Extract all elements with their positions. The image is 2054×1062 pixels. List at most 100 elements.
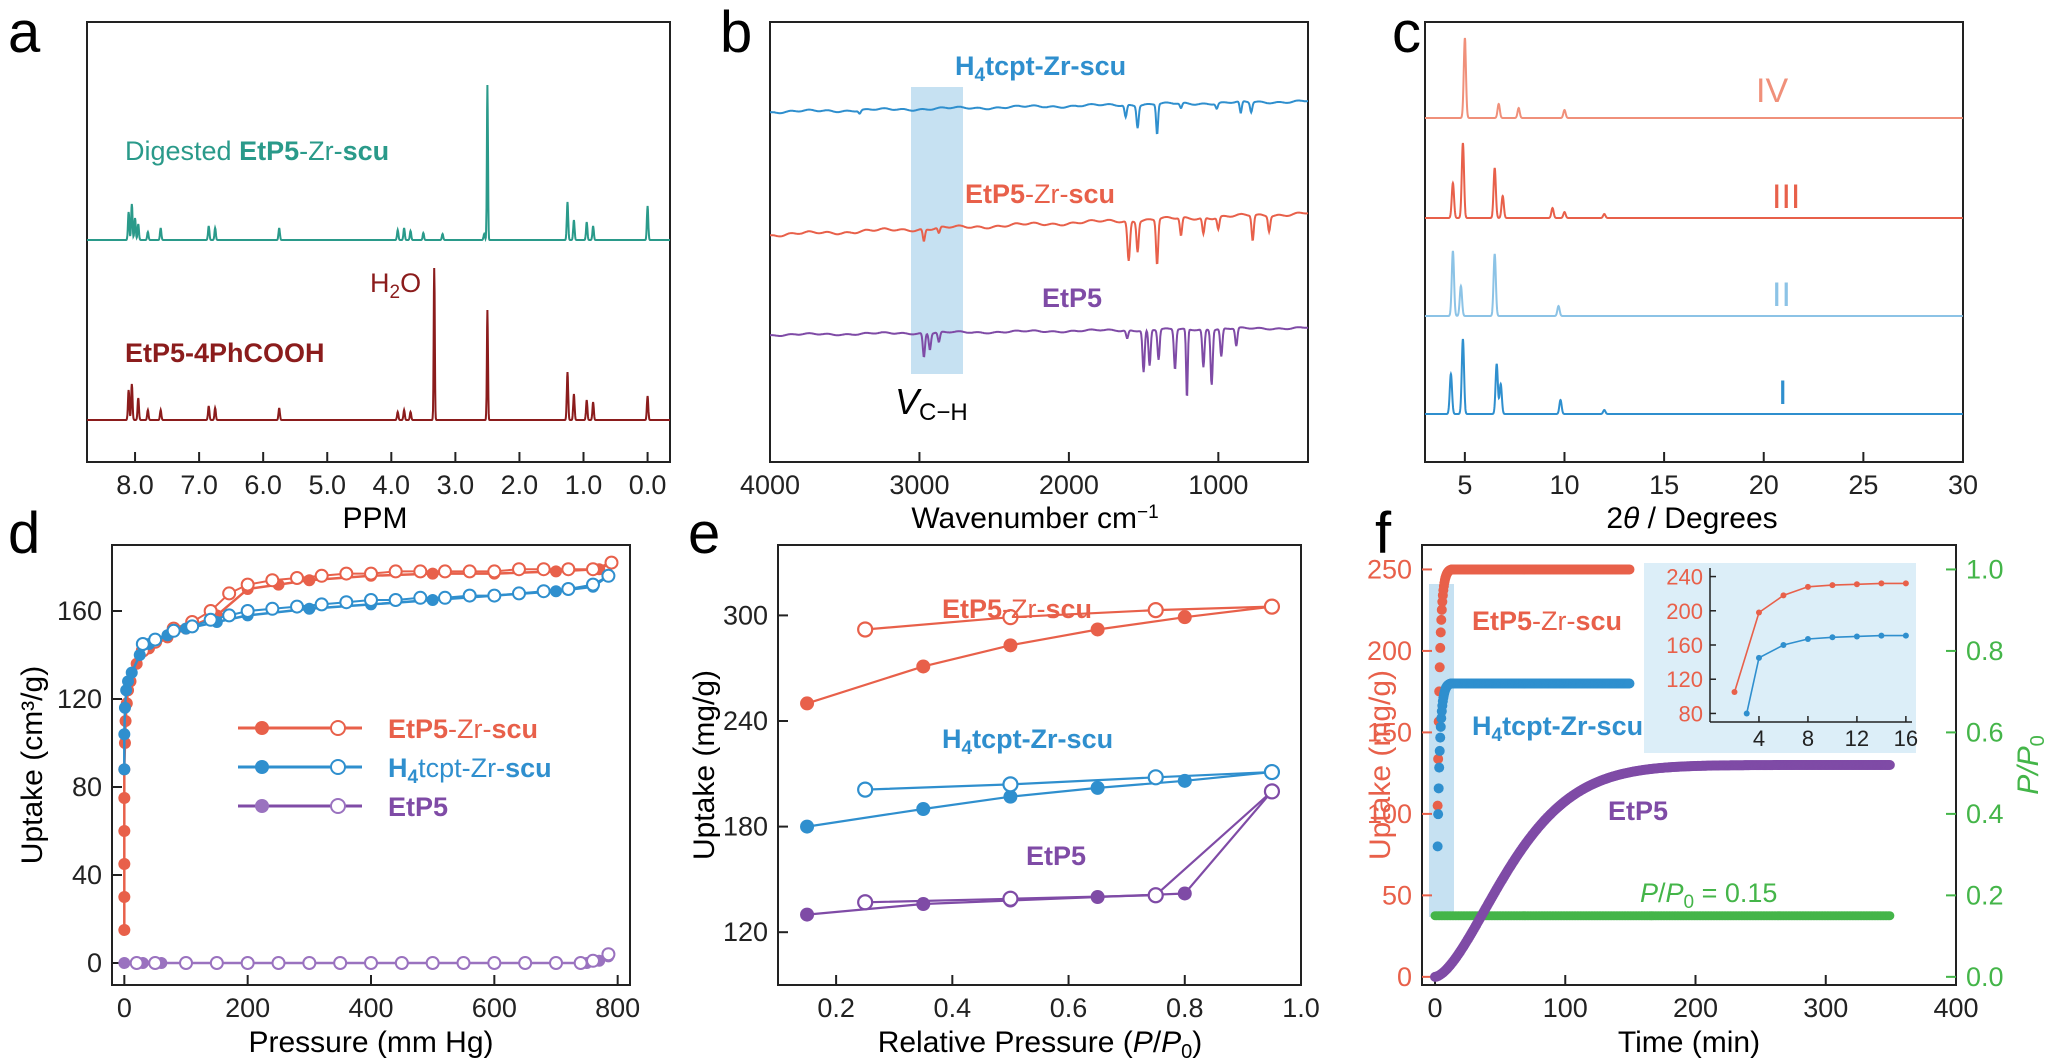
f-xtick-label: 200 bbox=[1673, 993, 1718, 1023]
f-inset-point-h4tcpt-zr-scu bbox=[1829, 634, 1836, 641]
panel-letter-d: d bbox=[8, 501, 40, 566]
e-point-des-etp5-zr-scu bbox=[1147, 602, 1164, 619]
a-xtick-label: 8.0 bbox=[116, 470, 154, 500]
f-inset-point-etp5-zr-scu bbox=[1902, 580, 1909, 587]
f-point-h4tcpt-zr-scu bbox=[1432, 841, 1443, 852]
e-point-ads-etp5-zr-scu bbox=[1177, 610, 1192, 625]
f-inset-xtick-label: 12 bbox=[1845, 726, 1869, 751]
d-point-des-etp5-zr-scu bbox=[586, 562, 600, 577]
legend-label-h4tcpt: H4tcpt-Zr-scu bbox=[388, 753, 552, 788]
pxrd-pattern-i bbox=[1425, 338, 1963, 415]
f-label-etp5: EtP5 bbox=[1608, 796, 1668, 826]
e-point-ads-h4tcpt-zr-scu bbox=[1003, 789, 1018, 804]
d-point-des-h4tcpt-zr-scu bbox=[536, 584, 551, 599]
d-point-des-h4tcpt-zr-scu bbox=[561, 582, 576, 596]
panel-c-xlabel: 2θ / Degrees bbox=[1606, 502, 1777, 535]
panel-f-ticks: 0 100 200 300 400 0 50 100 150 200 250 0.0 0.2 0.4 0.6… bbox=[1367, 554, 2004, 1023]
c-xtick-label: 10 bbox=[1549, 470, 1579, 500]
f-ppo-annotation: P/P0 = 0.15 bbox=[1640, 878, 1777, 913]
d-point-ads-etp5-zr-scu bbox=[118, 792, 131, 804]
d-point-des-etp5-zr-scu bbox=[604, 555, 619, 570]
f-inset-point-etp5-zr-scu bbox=[1780, 592, 1787, 599]
e-point-ads-h4tcpt-zr-scu bbox=[916, 802, 931, 816]
d-point-des-etp5-zr-scu bbox=[364, 566, 378, 581]
f-point-etp5-zr-scu bbox=[1435, 642, 1446, 653]
f-inset-ytick-label: 80 bbox=[1679, 701, 1703, 726]
f-inset-ytick-label: 120 bbox=[1666, 667, 1703, 692]
d-point-des-etp5 bbox=[573, 956, 588, 970]
nmr-spectrum-ligand bbox=[87, 267, 670, 421]
c-xtick-label: 5 bbox=[1457, 470, 1472, 500]
legend-marker-filled-etp5 bbox=[255, 799, 269, 813]
d-ytick-label: 80 bbox=[72, 772, 102, 802]
d-point-des-etp5-zr-scu bbox=[413, 564, 428, 579]
d-point-des-h4tcpt-zr-scu bbox=[413, 590, 428, 605]
f-y2tick-label: 1.0 bbox=[1966, 554, 2004, 584]
d-point-ads-h4tcpt-zr-scu bbox=[118, 728, 131, 741]
d-point-ads-h4tcpt-zr-scu bbox=[118, 701, 131, 714]
a-xtick-label: 7.0 bbox=[180, 470, 218, 500]
d-xtick-label: 200 bbox=[225, 993, 270, 1023]
d-point-des-etp5-zr-scu bbox=[487, 564, 502, 579]
c-xtick-label: 30 bbox=[1948, 470, 1978, 500]
pxrd-label-i: I bbox=[1778, 374, 1787, 412]
d-point-des-etp5-zr-scu bbox=[339, 566, 354, 581]
f-ytick-label: 50 bbox=[1382, 880, 1412, 910]
f-y2tick-label: 0.2 bbox=[1966, 880, 2004, 910]
f-inset-point-h4tcpt-zr-scu bbox=[1853, 633, 1860, 640]
d-point-ads-etp5-zr-scu bbox=[118, 924, 131, 936]
panel-letter-a: a bbox=[8, 0, 41, 65]
e-point-ads-etp5 bbox=[916, 897, 931, 912]
b-xtick-label: 2000 bbox=[1039, 470, 1099, 500]
ir-label-h4tcpt: H4tcpt-Zr-scu bbox=[955, 51, 1126, 86]
d-point-des-h4tcpt-zr-scu bbox=[438, 590, 452, 605]
e-point-des-h4tcpt-zr-scu bbox=[1263, 763, 1281, 781]
legend-marker-open-etp5-zr bbox=[330, 720, 346, 736]
e-point-des-etp5 bbox=[857, 894, 874, 911]
d-point-des-etp5-zr-scu bbox=[388, 564, 403, 579]
e-point-ads-etp5-zr-scu bbox=[916, 659, 931, 674]
f-inset-line-etp5-zr-scu bbox=[1733, 582, 1906, 693]
f-y2tick-label: 0.0 bbox=[1966, 962, 2004, 992]
d-point-des-h4tcpt-zr-scu bbox=[512, 586, 526, 601]
d-point-des-etp5-zr-scu bbox=[438, 564, 452, 579]
e-label-h4tcpt: H4tcpt-Zr-scu bbox=[942, 724, 1113, 759]
e-xtick-label: 1.0 bbox=[1282, 993, 1320, 1023]
d-point-des-h4tcpt-zr-scu bbox=[487, 588, 502, 603]
e-label-etp5-zr: EtP5-Zr-scu bbox=[942, 594, 1092, 624]
f-xtick-label: 100 bbox=[1543, 993, 1588, 1023]
d-point-ads-h4tcpt-zr-scu bbox=[133, 649, 146, 661]
d-point-ads-etp5-zr-scu bbox=[426, 567, 439, 580]
d-point-des-h4tcpt-zr-scu bbox=[388, 593, 403, 607]
panel-e-ylabel: Uptake (mg/g) bbox=[688, 670, 721, 860]
d-point-des-h4tcpt-zr-scu bbox=[290, 599, 304, 614]
f-inset-point-h4tcpt-zr-scu bbox=[1780, 642, 1787, 648]
d-line-des-etp5-zr-scu bbox=[142, 561, 612, 652]
f-ytick-label: 150 bbox=[1367, 717, 1412, 747]
d-point-des-etp5 bbox=[179, 956, 193, 970]
d-point-des-h4tcpt-zr-scu bbox=[601, 568, 616, 583]
f-inset-point-h4tcpt-zr-scu bbox=[1743, 710, 1750, 717]
panel-letter-e: e bbox=[688, 501, 720, 566]
e-point-ads-etp5 bbox=[1090, 890, 1105, 904]
f-point-pp0 bbox=[1885, 911, 1895, 921]
f-point-etp5-zr-scu bbox=[1435, 627, 1446, 638]
panel-c: 5 10 15 20 25 30 IV III II I 2θ / Degrees bbox=[1424, 21, 1978, 535]
d-point-ads-h4tcpt-zr-scu bbox=[118, 763, 131, 776]
d-point-des-etp5 bbox=[425, 956, 440, 970]
nmr-top-label: Digested EtP5-Zr-scu bbox=[125, 136, 389, 166]
ir-spectrum-etp5 bbox=[770, 326, 1309, 397]
panel-f-inset: 4 8 12 16 80 120 160 200 240 bbox=[1666, 565, 1918, 751]
f-inset-point-etp5-zr-scu bbox=[1755, 609, 1762, 616]
e-ytick-label: 300 bbox=[723, 600, 768, 630]
f-inset-point-h4tcpt-zr-scu bbox=[1755, 654, 1762, 661]
d-ytick-label: 120 bbox=[57, 684, 102, 714]
d-point-des-etp5-zr-scu bbox=[222, 586, 237, 601]
f-point-etp5 bbox=[1884, 760, 1895, 771]
pxrd-pattern-iv bbox=[1425, 37, 1963, 119]
e-point-des-h4tcpt-zr-scu bbox=[857, 781, 874, 798]
f-point-h4tcpt-zr-scu bbox=[1434, 745, 1445, 756]
d-point-des-etp5 bbox=[129, 956, 144, 970]
